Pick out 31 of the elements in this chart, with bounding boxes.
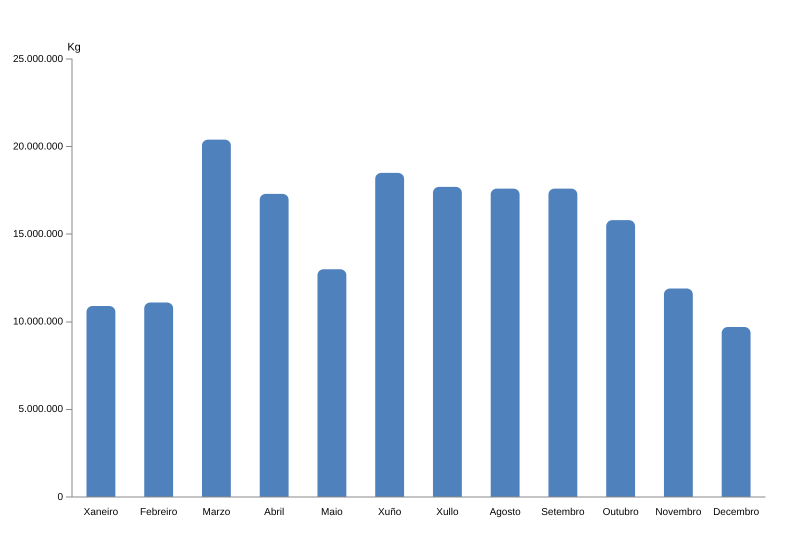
x-tick-label: Decembro bbox=[713, 506, 760, 518]
y-tick-label: 20.000.000 bbox=[12, 141, 64, 152]
y-axis-title: Kg bbox=[67, 42, 81, 54]
y-tick-label: 25.000.000 bbox=[12, 54, 64, 65]
bar bbox=[86, 306, 116, 496]
y-tick-label: 5.000.000 bbox=[18, 404, 64, 416]
bar bbox=[375, 172, 404, 496]
bar bbox=[260, 194, 289, 496]
x-tick-label: Agosto bbox=[490, 506, 522, 518]
x-tick-label: Maio bbox=[321, 506, 344, 518]
bar bbox=[722, 327, 751, 496]
bar bbox=[490, 188, 520, 496]
x-tick-label: Xullo bbox=[436, 506, 459, 518]
y-tick-label: 0 bbox=[57, 492, 64, 503]
bar bbox=[664, 288, 693, 496]
y-tick-label: 15.000.000 bbox=[12, 228, 64, 240]
x-tick-label: Febreiro bbox=[140, 506, 178, 518]
x-tick-label: Novembro bbox=[655, 506, 702, 518]
x-tick-label: Setembro bbox=[541, 506, 586, 518]
bar bbox=[202, 140, 231, 496]
bar bbox=[317, 269, 346, 496]
x-tick-label: Outubro bbox=[602, 506, 640, 518]
x-tick-label: Marzo bbox=[202, 506, 231, 518]
bar bbox=[432, 186, 462, 496]
bar bbox=[548, 188, 578, 496]
x-tick-label: Xaneiro bbox=[84, 506, 119, 518]
bar bbox=[606, 220, 636, 496]
x-tick-label: Xuño bbox=[378, 506, 402, 518]
bar bbox=[144, 302, 174, 496]
x-tick-label: Abril bbox=[264, 506, 284, 518]
y-tick-label: 10.000.000 bbox=[12, 316, 64, 328]
